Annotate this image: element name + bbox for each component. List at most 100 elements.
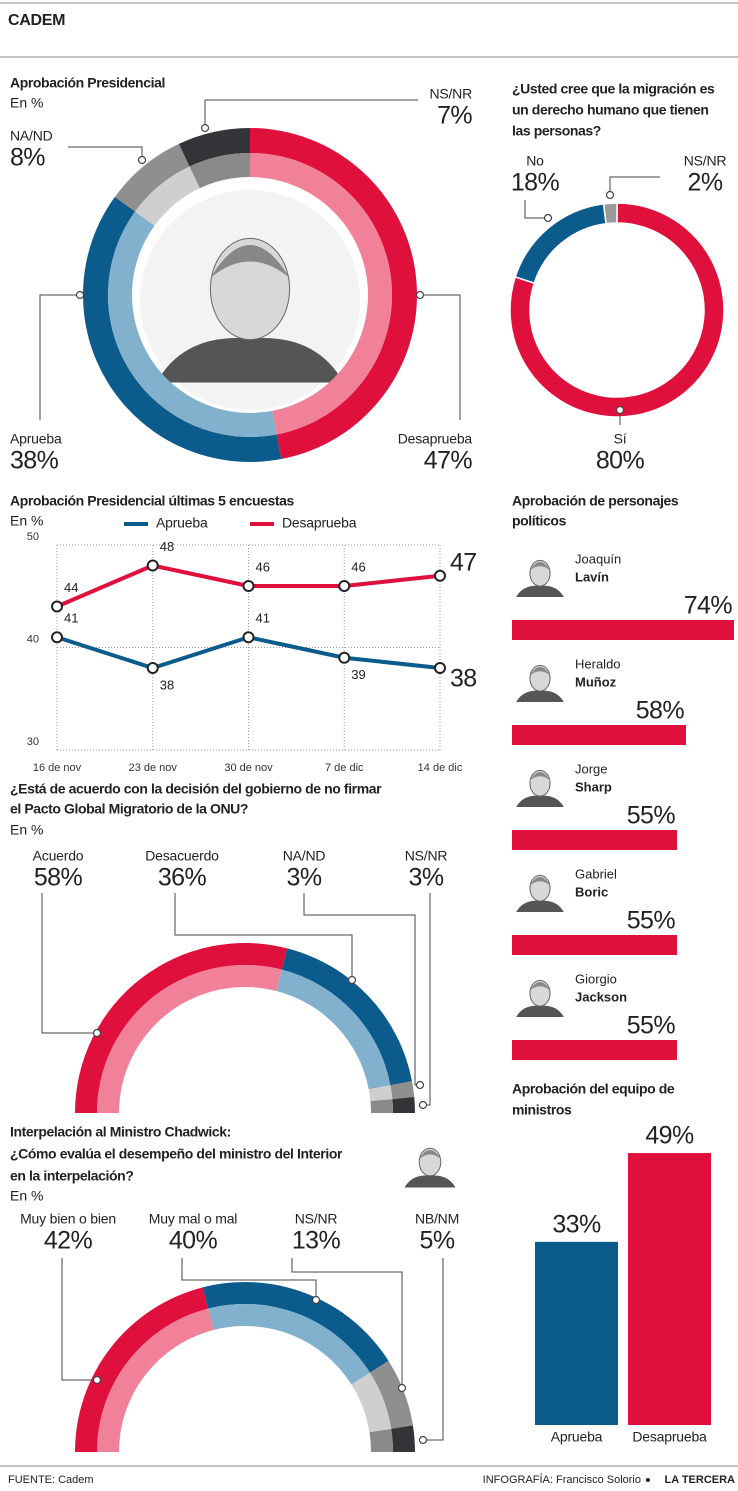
value-label: 74% [684,592,733,620]
portrait-shoulders [516,585,564,597]
chart-title: las personas? [512,123,601,139]
leader-dot [418,1435,428,1445]
value-label: 48 [160,539,174,554]
leader-dot [137,155,147,165]
ring-segment-inner [351,1372,392,1433]
name-first: Jorge [575,761,608,776]
value-label: 38 [450,665,477,693]
value-label: 39 [351,667,365,682]
footer-credit: INFOGRAFÍA: Francisco Solorio [483,1473,641,1486]
x-tick-label: 7 de dic [325,762,364,774]
leader-dot [415,1080,425,1090]
ring-segment-inner [107,211,277,437]
leader-dot [605,190,615,200]
ring-segment [390,1081,415,1100]
value-label: 18% [511,169,560,197]
chart-subtitle: En % [10,822,43,838]
portrait-shoulders [516,900,564,912]
value-label: 40% [169,1227,218,1255]
ring-segment [391,1425,415,1452]
value-label: 58% [636,697,685,725]
leader-dot [415,290,425,300]
chart-title: ministros [512,1102,572,1118]
name-last: Boric [575,884,608,899]
category-label: Muy mal o mal [149,1211,238,1227]
leader-dot [311,1295,321,1305]
portrait-hair [529,562,551,571]
chart-title: en la interpelación? [10,1168,133,1184]
name-last: Lavín [575,569,609,584]
name-last: Jackson [575,989,627,1004]
name-first: Gabriel [575,866,617,881]
series-point [434,569,446,582]
category-label: No [526,153,544,169]
ring-segment-inner [250,153,392,435]
value-label: 47% [424,447,473,475]
value-label: 7% [437,102,472,130]
footer-source: FUENTE: Cadem [8,1474,94,1486]
ring-segment [392,1097,415,1113]
x-tick-label: 30 de nov [224,762,273,774]
bar [512,1040,677,1060]
x-tick-label: Aprueba [551,1429,603,1445]
legend-label: Desaprueba [282,515,357,531]
value-label: 46 [351,559,365,574]
portrait-shoulders [156,337,344,383]
value-label: 3% [409,864,444,892]
leader-line [41,893,97,1034]
name-first: Joaquín [575,551,621,566]
leader-line [291,1258,403,1388]
ring-segment [75,1287,209,1452]
portrait-hair [529,667,551,676]
bar [512,620,734,640]
series-point [242,580,255,592]
leader-line [609,176,660,195]
series-point [338,580,351,592]
name-first: Giorgio [575,971,617,986]
header-title: CADEM [8,12,65,29]
bar [535,1241,618,1425]
ring-segment-inner [368,1085,393,1102]
value-label: 42% [44,1227,93,1255]
portrait-shoulders [516,690,564,702]
x-tick-label: 14 de dic [418,762,463,774]
ring-segment [75,943,288,1113]
footer-brand: LA TERCERA [665,1474,736,1486]
value-label: 36% [158,864,207,892]
ring-segment [114,143,190,212]
name-first: Heraldo [575,656,621,671]
category-label: NS/NR [429,86,472,102]
value-label: 44 [64,580,78,595]
category-label: Desacuerdo [145,848,219,864]
portrait-hair [529,772,551,781]
value-label: 58% [34,864,83,892]
category-label: Desaprueba [398,431,473,447]
portrait-hair [529,877,551,886]
ring-segment-inner [208,1304,370,1385]
ring-segment-inner [369,1428,394,1452]
chart-title: ¿Usted cree que la migración es [512,81,715,97]
leader-dot [397,1383,407,1393]
value-label: 8% [10,144,45,172]
category-label: Muy bien o bien [20,1211,116,1227]
leader-dot [75,290,85,300]
series-point [338,651,351,664]
leader-line [174,893,353,980]
chart-title: Aprobación de personajes [512,493,679,509]
chart-title: Aprobación Presidencial últimas 5 encues… [10,493,295,509]
bar [628,1153,711,1425]
ring-segment-inner [135,166,200,226]
y-tick-label: 50 [27,531,39,543]
ring-segment [281,948,412,1086]
leader-dot [200,123,210,133]
ring-segment [509,202,725,418]
chart-title: ¿Cómo evalúa el desempeño del ministro d… [10,1146,343,1162]
portrait-shoulders [404,1175,456,1188]
x-tick-label: 16 de nov [33,762,82,774]
series-point [51,631,63,644]
footer-separator [646,1478,650,1482]
ring-segment [178,128,250,167]
value-label: 55% [627,907,676,935]
leader-dot [418,1100,428,1110]
